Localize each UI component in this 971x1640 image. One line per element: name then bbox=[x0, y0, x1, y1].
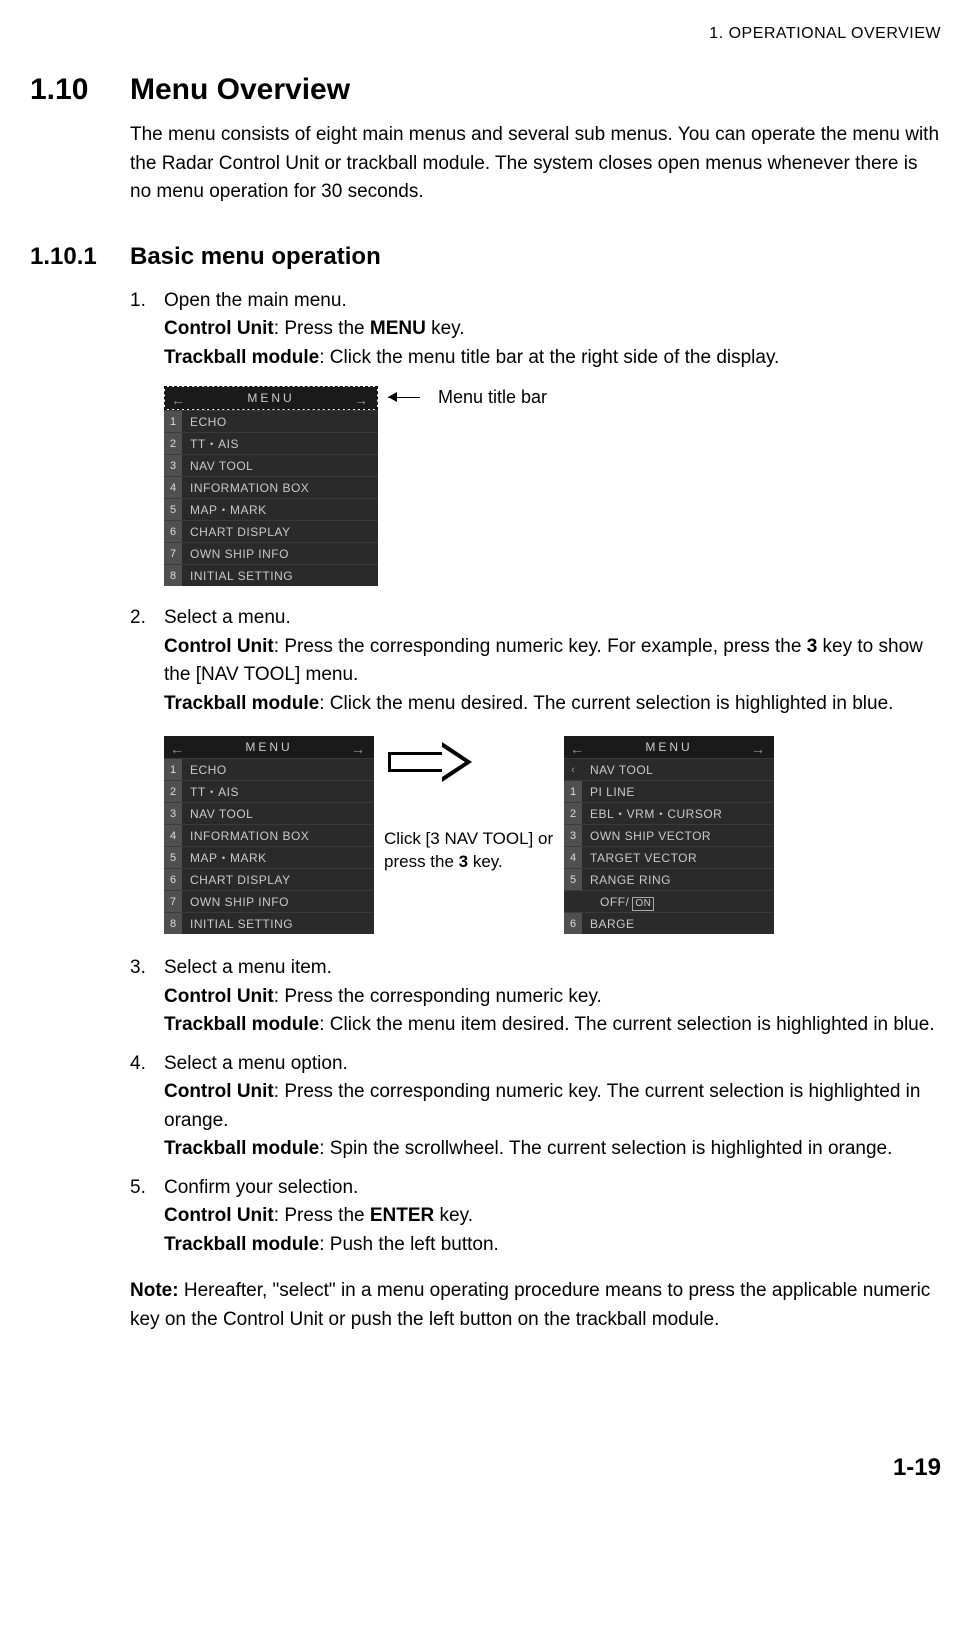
step-2-cu-label: Control Unit bbox=[164, 636, 274, 657]
subsection-title: Basic menu operation bbox=[130, 243, 381, 271]
step-1: Open the main menu. Control Unit: Press … bbox=[130, 287, 941, 587]
step-5-cu-key: ENTER bbox=[370, 1205, 434, 1226]
document-page: 1. OPERATIONAL OVERVIEW 1.10 Menu Overvi… bbox=[0, 0, 971, 1522]
arrow-right-icon: → bbox=[351, 738, 368, 760]
arrow-left-icon: ← bbox=[570, 738, 587, 760]
menu-panel-right: ← MENU → ‹NAV TOOL 1PI LINE 2EBL・VRM・CUR… bbox=[564, 736, 774, 934]
section-title: Menu Overview bbox=[130, 73, 350, 107]
menu-title-bar-dashed: ← MENU → bbox=[164, 386, 378, 410]
figure-2-caption: Click [3 NAV TOOL] or press the 3 key. bbox=[384, 828, 554, 874]
arrow-right-icon: → bbox=[354, 389, 371, 411]
step-5-tb-text: : Push the left button. bbox=[319, 1234, 499, 1255]
menu-item: 3OWN SHIP VECTOR bbox=[564, 824, 774, 846]
menu-back-item: ‹NAV TOOL bbox=[564, 758, 774, 780]
menu-item: 5MAP・MARK bbox=[164, 846, 374, 868]
menu-item: 1ECHO bbox=[164, 410, 378, 432]
menu-item: 1ECHO bbox=[164, 758, 374, 780]
arrow-column: Click [3 NAV TOOL] or press the 3 key. bbox=[384, 736, 554, 874]
step-2-cu-pre: : Press the corresponding numeric key. F… bbox=[274, 636, 807, 657]
menu-item: 2EBL・VRM・CURSOR bbox=[564, 802, 774, 824]
menu-title-text: MENU bbox=[645, 740, 692, 754]
running-header: 1. OPERATIONAL OVERVIEW bbox=[30, 25, 941, 43]
menu-item: 2TT・AIS bbox=[164, 780, 374, 802]
steps-block: Open the main menu. Control Unit: Press … bbox=[30, 287, 941, 1335]
step-1-cu-pre: : Press the bbox=[274, 318, 370, 339]
step-3-cu-label: Control Unit bbox=[164, 986, 274, 1007]
menu-item: 2TT・AIS bbox=[164, 432, 378, 454]
menu-title-text: MENU bbox=[247, 391, 294, 405]
arrow-left-icon: ← bbox=[171, 389, 188, 411]
menu-item: 4TARGET VECTOR bbox=[564, 846, 774, 868]
arrow-left-icon: ← bbox=[170, 738, 187, 760]
step-3-tb-label: Trackball module bbox=[164, 1014, 319, 1035]
step-1-cu-label: Control Unit bbox=[164, 318, 274, 339]
step-5-tb-label: Trackball module bbox=[164, 1234, 319, 1255]
figure-2: ← MENU → 1ECHO 2TT・AIS 3NAV TOOL 4INFORM… bbox=[164, 736, 941, 934]
menu-list: 1ECHO 2TT・AIS 3NAV TOOL 4INFORMATION BOX… bbox=[164, 410, 378, 586]
menu-subvalue: OFF/ON bbox=[564, 890, 774, 912]
menu-item: 5MAP・MARK bbox=[164, 498, 378, 520]
note-label: Note: bbox=[130, 1280, 179, 1301]
step-5: Confirm your selection. Control Unit: Pr… bbox=[130, 1174, 941, 1260]
menu-title-bar: ← MENU → bbox=[564, 736, 774, 758]
menu-item: 3NAV TOOL bbox=[164, 802, 374, 824]
step-2-tb-text: : Click the menu desired. The current se… bbox=[319, 693, 893, 714]
menu-title-bar: ← MENU → bbox=[164, 736, 374, 758]
menu-item: 4INFORMATION BOX bbox=[164, 824, 374, 846]
section-intro: The menu consists of eight main menus an… bbox=[30, 121, 941, 207]
menu-panel: ← MENU → 1ECHO 2TT・AIS 3NAV TOOL 4INFORM… bbox=[164, 386, 378, 586]
step-2-tb-label: Trackball module bbox=[164, 693, 319, 714]
menu-item: 5RANGE RING bbox=[564, 868, 774, 890]
menu-item: 7OWN SHIP INFO bbox=[164, 542, 378, 564]
step-4: Select a menu option. Control Unit: Pres… bbox=[130, 1050, 941, 1164]
subsection-number: 1.10.1 bbox=[30, 243, 130, 271]
big-arrow-icon bbox=[388, 742, 478, 782]
step-2-lead: Select a menu. bbox=[164, 607, 291, 628]
step-2: Select a menu. Control Unit: Press the c… bbox=[130, 604, 941, 934]
page-number: 1-19 bbox=[30, 1454, 941, 1482]
step-3: Select a menu item. Control Unit: Press … bbox=[130, 954, 941, 1040]
step-4-tb-text: : Spin the scrollwheel. The current sele… bbox=[319, 1138, 892, 1159]
menu-item: 8INITIAL SETTING bbox=[164, 564, 378, 586]
step-1-tb-label: Trackball module bbox=[164, 347, 319, 368]
menu-item: 6CHART DISPLAY bbox=[164, 520, 378, 542]
step-4-cu-label: Control Unit bbox=[164, 1081, 274, 1102]
menu-item: 4INFORMATION BOX bbox=[164, 476, 378, 498]
menu-item: 3NAV TOOL bbox=[164, 454, 378, 476]
menu-title-bar: ← MENU → bbox=[165, 387, 377, 409]
menu-item: 8INITIAL SETTING bbox=[164, 912, 374, 934]
section-number: 1.10 bbox=[30, 73, 130, 107]
menu-title-text: MENU bbox=[245, 740, 292, 754]
step-3-cu-text: : Press the corresponding numeric key. bbox=[274, 986, 602, 1007]
step-3-tb-text: : Click the menu item desired. The curre… bbox=[319, 1014, 934, 1035]
menu-item: 6BARGE bbox=[564, 912, 774, 934]
menu-item: 1PI LINE bbox=[564, 780, 774, 802]
step-5-cu-post: key. bbox=[434, 1205, 473, 1226]
figure-1: ← MENU → 1ECHO 2TT・AIS 3NAV TOOL 4INFORM… bbox=[164, 386, 941, 586]
step-1-tb-text: : Click the menu title bar at the right … bbox=[319, 347, 779, 368]
step-1-cu-post: key. bbox=[426, 318, 465, 339]
step-5-cu-pre: : Press the bbox=[274, 1205, 370, 1226]
note-text: Hereafter, "select" in a menu operating … bbox=[130, 1280, 930, 1330]
subsection-heading: 1.10.1 Basic menu operation bbox=[30, 243, 941, 271]
section-heading: 1.10 Menu Overview bbox=[30, 73, 941, 107]
callout-label: Menu title bar bbox=[438, 386, 547, 408]
menu-panel-left: ← MENU → 1ECHO 2TT・AIS 3NAV TOOL 4INFORM… bbox=[164, 736, 374, 934]
step-4-cu-text: : Press the corresponding numeric key. T… bbox=[164, 1081, 920, 1131]
step-1-cu-key: MENU bbox=[370, 318, 426, 339]
step-3-lead: Select a menu item. bbox=[164, 957, 332, 978]
step-5-lead: Confirm your selection. bbox=[164, 1177, 358, 1198]
step-4-tb-label: Trackball module bbox=[164, 1138, 319, 1159]
step-2-cu-key: 3 bbox=[807, 636, 818, 657]
step-5-cu-label: Control Unit bbox=[164, 1205, 274, 1226]
step-4-lead: Select a menu option. bbox=[164, 1053, 348, 1074]
step-1-lead: Open the main menu. bbox=[164, 290, 347, 311]
arrow-right-icon: → bbox=[751, 738, 768, 760]
note-block: Note: Hereafter, "select" in a menu oper… bbox=[130, 1277, 941, 1334]
callout-arrow-icon bbox=[388, 386, 428, 408]
menu-item: 6CHART DISPLAY bbox=[164, 868, 374, 890]
menu-item: 7OWN SHIP INFO bbox=[164, 890, 374, 912]
